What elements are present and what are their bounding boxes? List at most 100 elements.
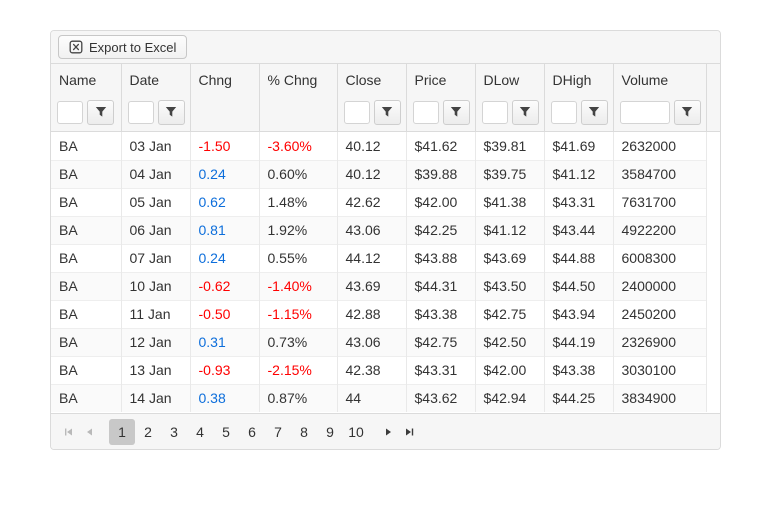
- table-row[interactable]: BA 06 Jan 0.81 1.92% 43.06 $42.25 $41.12 $43.44…: [51, 215, 707, 244]
- filter-input-date[interactable]: [127, 100, 154, 124]
- cell-pct_chng: -3.60%: [259, 132, 338, 160]
- table-row[interactable]: BA 05 Jan 0.62 1.48% 42.62 $42.00 $41.38 $43.31…: [51, 187, 707, 216]
- cell-dlow: $43.50: [475, 271, 545, 300]
- column-header-date[interactable]: Date: [121, 64, 191, 96]
- column-header-dlow[interactable]: DLow: [475, 64, 545, 96]
- pager-page-2[interactable]: 2: [144, 423, 152, 440]
- column-header-dhigh[interactable]: DHigh: [544, 64, 614, 96]
- table-row[interactable]: BA 11 Jan -0.50 -1.15% 42.88 $43.38 $42.75 $43.…: [51, 299, 707, 328]
- filter-input-dlow[interactable]: [481, 100, 508, 124]
- cell-chng: 0.38: [190, 383, 260, 412]
- pager-page-10[interactable]: 10: [348, 423, 364, 440]
- cell-price: $43.38: [406, 299, 476, 328]
- column-header-close[interactable]: Close: [337, 64, 407, 96]
- cell-volume: 3584700: [613, 159, 707, 188]
- filter-cell-date: [121, 96, 191, 131]
- cell-pct_chng: 1.48%: [259, 187, 338, 216]
- filter-input-name[interactable]: [57, 100, 83, 124]
- cell-name: BA: [51, 355, 122, 384]
- filter-button-dlow[interactable]: [511, 99, 539, 125]
- filter-button-date[interactable]: [157, 99, 185, 125]
- filter-button-close[interactable]: [373, 99, 401, 125]
- cell-volume: 7631700: [613, 187, 707, 216]
- filter-button-price[interactable]: [442, 99, 470, 125]
- cell-date: 13 Jan: [121, 355, 191, 384]
- cell-dlow: $42.50: [475, 327, 545, 356]
- prev-page-button[interactable]: [79, 419, 99, 445]
- cell-dlow: $42.75: [475, 299, 545, 328]
- cell-dhigh: $43.94: [544, 299, 614, 328]
- table-row[interactable]: BA 10 Jan -0.62 -1.40% 43.69 $44.31 $43.50 $44.…: [51, 271, 707, 300]
- cell-close: 43.06: [337, 327, 407, 356]
- table-row[interactable]: BA 03 Jan -1.50 -3.60% 40.12 $41.62 $39.81 $41.…: [51, 132, 707, 160]
- cell-date: 04 Jan: [121, 159, 191, 188]
- cell-pct_chng: 0.73%: [259, 327, 338, 356]
- filter-button-volume[interactable]: [673, 99, 701, 125]
- table-row[interactable]: BA 04 Jan 0.24 0.60% 40.12 $39.88 $39.75 $41.12…: [51, 159, 707, 188]
- column-header-volume[interactable]: Volume: [613, 64, 707, 96]
- cell-dlow: $41.12: [475, 215, 545, 244]
- cell-dhigh: $44.19: [544, 327, 614, 356]
- cell-pct_chng: -2.15%: [259, 355, 338, 384]
- cell-chng: -0.93: [190, 355, 260, 384]
- pager-page-8[interactable]: 8: [300, 423, 308, 440]
- first-page-button[interactable]: [59, 419, 79, 445]
- last-page-button[interactable]: [399, 419, 419, 445]
- cell-volume: 2450200: [613, 299, 707, 328]
- cell-price: $42.25: [406, 215, 476, 244]
- column-header-chng[interactable]: Chng: [190, 64, 260, 96]
- table-row[interactable]: BA 13 Jan -0.93 -2.15% 42.38 $43.31 $42.00 $43.…: [51, 355, 707, 384]
- pager-page-5[interactable]: 5: [222, 423, 230, 440]
- filter-cell-dhigh: [544, 96, 614, 131]
- filter-cell-name: [51, 96, 122, 131]
- export-to-excel-label: Export to Excel: [89, 39, 177, 55]
- table-row[interactable]: BA 12 Jan 0.31 0.73% 43.06 $42.75 $42.50 $44.19…: [51, 327, 707, 356]
- cell-pct_chng: 0.60%: [259, 159, 338, 188]
- export-to-excel-button[interactable]: Export to Excel: [58, 35, 188, 59]
- cell-chng: -1.50: [190, 132, 260, 160]
- filter-cell-dlow: [475, 96, 545, 131]
- cell-dhigh: $41.12: [544, 159, 614, 188]
- cell-pct_chng: 1.92%: [259, 215, 338, 244]
- cell-pct_chng: 0.87%: [259, 383, 338, 412]
- cell-close: 40.12: [337, 159, 407, 188]
- next-page-icon: [383, 426, 395, 438]
- filter-input-price[interactable]: [412, 100, 439, 124]
- pager-page-3[interactable]: 3: [170, 423, 178, 440]
- cell-close: 42.38: [337, 355, 407, 384]
- pager-page-6[interactable]: 6: [248, 423, 256, 440]
- filter-input-volume[interactable]: [619, 100, 670, 124]
- pager: 1 2 3 4 5 6 7 8 9 10: [51, 413, 720, 449]
- cell-date: 10 Jan: [121, 271, 191, 300]
- filter-cell-chng: [190, 96, 260, 131]
- cell-name: BA: [51, 327, 122, 356]
- pager-page-9[interactable]: 9: [326, 423, 334, 440]
- pager-page-4[interactable]: 4: [196, 423, 204, 440]
- cell-price: $43.31: [406, 355, 476, 384]
- column-header-pct_chng[interactable]: % Chng: [259, 64, 338, 96]
- filter-button-name[interactable]: [87, 99, 114, 125]
- table-row[interactable]: BA 14 Jan 0.38 0.87% 44 $43.62 $42.94 $44.25 383…: [51, 383, 707, 412]
- column-header-price[interactable]: Price: [406, 64, 476, 96]
- table-row[interactable]: BA 07 Jan 0.24 0.55% 44.12 $43.88 $43.69 $44.88…: [51, 243, 707, 272]
- pager-page-7[interactable]: 7: [274, 423, 282, 440]
- cell-chng: -0.62: [190, 271, 260, 300]
- cell-name: BA: [51, 299, 122, 328]
- cell-dlow: $39.81: [475, 132, 545, 160]
- cell-pct_chng: -1.15%: [259, 299, 338, 328]
- filter-input-close[interactable]: [343, 100, 370, 124]
- cell-volume: 2326900: [613, 327, 707, 356]
- filter-input-dhigh[interactable]: [550, 100, 577, 124]
- pager-page-1[interactable]: 1: [109, 418, 135, 445]
- cell-dlow: $43.69: [475, 243, 545, 272]
- cell-name: BA: [51, 243, 122, 272]
- next-page-button[interactable]: [379, 419, 399, 445]
- cell-volume: 3030100: [613, 355, 707, 384]
- column-header-name[interactable]: Name: [51, 64, 122, 96]
- filter-funnel-icon: [165, 106, 177, 118]
- cell-dlow: $42.00: [475, 355, 545, 384]
- cell-close: 43.69: [337, 271, 407, 300]
- cell-dhigh: $44.25: [544, 383, 614, 412]
- filter-button-dhigh[interactable]: [580, 99, 608, 125]
- filter-cell-close: [337, 96, 407, 131]
